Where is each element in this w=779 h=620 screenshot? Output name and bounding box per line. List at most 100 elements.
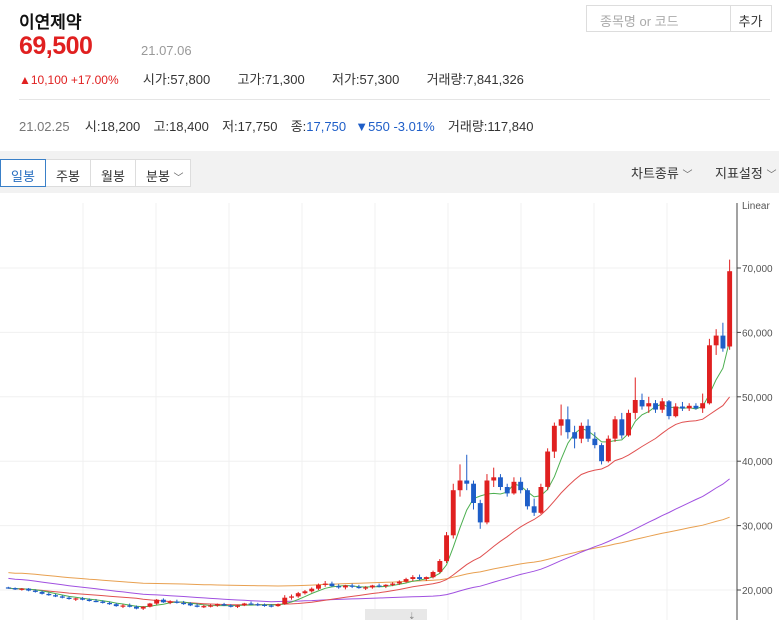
candle-up[interactable] <box>73 598 79 600</box>
candle-down[interactable] <box>221 604 227 606</box>
candle-down[interactable] <box>181 602 187 605</box>
candle-up[interactable] <box>363 587 369 589</box>
candle-up[interactable] <box>491 477 497 481</box>
candle-up[interactable] <box>309 588 315 592</box>
candle-down[interactable] <box>585 425 591 439</box>
candle-up[interactable] <box>444 535 449 562</box>
candle-down[interactable] <box>268 605 274 607</box>
candle-up[interactable] <box>707 345 712 404</box>
candle-down[interactable] <box>336 586 342 588</box>
candle-down[interactable] <box>525 490 530 507</box>
candle-up[interactable] <box>147 603 153 607</box>
candle-up[interactable] <box>282 597 288 605</box>
candle-up[interactable] <box>140 606 146 609</box>
candle-up[interactable] <box>19 588 25 590</box>
candle-down[interactable] <box>174 601 180 603</box>
candle-up[interactable] <box>484 480 490 523</box>
candle-up[interactable] <box>538 487 544 513</box>
candle-up[interactable] <box>686 405 692 409</box>
candle-up[interactable] <box>659 401 665 410</box>
candle-up[interactable] <box>154 599 160 604</box>
candle-down[interactable] <box>599 445 604 462</box>
candle-up[interactable] <box>214 604 220 606</box>
candle-up[interactable] <box>558 419 564 426</box>
candle-down[interactable] <box>477 503 483 523</box>
candle-down[interactable] <box>680 406 685 409</box>
candle-up[interactable] <box>208 605 214 607</box>
candle-down[interactable] <box>46 593 52 596</box>
candle-down[interactable] <box>80 598 85 600</box>
candle-up[interactable] <box>383 584 389 587</box>
candle-down[interactable] <box>127 605 133 607</box>
candle-down[interactable] <box>134 606 139 609</box>
candle-down[interactable] <box>100 601 106 603</box>
candle-up[interactable] <box>646 403 652 407</box>
candle-up[interactable] <box>632 400 638 413</box>
candle-down[interactable] <box>619 419 625 436</box>
candle-down[interactable] <box>464 480 470 484</box>
candle-down[interactable] <box>255 604 261 606</box>
candle-up[interactable] <box>605 438 611 462</box>
candle-down[interactable] <box>471 483 476 503</box>
candle-down[interactable] <box>113 604 119 607</box>
candle-down[interactable] <box>518 481 524 491</box>
candle-up[interactable] <box>545 451 551 487</box>
candle-up[interactable] <box>410 577 416 579</box>
candle-down[interactable] <box>572 432 578 439</box>
scroll-handle[interactable] <box>365 609 427 620</box>
candle-up[interactable] <box>713 335 719 346</box>
tab-daily[interactable]: 일봉 <box>0 159 46 187</box>
candle-down[interactable] <box>86 599 92 601</box>
candle-down[interactable] <box>720 335 726 349</box>
candle-up[interactable] <box>322 583 328 585</box>
chart-type-dropdown[interactable]: 차트종류 ﹀ <box>631 163 692 182</box>
candle-down[interactable] <box>262 604 267 606</box>
candle-down[interactable] <box>498 477 503 487</box>
candle-down[interactable] <box>39 591 45 594</box>
tab-monthly[interactable]: 월봉 <box>90 159 136 187</box>
candle-up[interactable] <box>437 561 443 572</box>
candle-up[interactable] <box>390 583 396 585</box>
candle-down[interactable] <box>592 438 598 446</box>
candle-up[interactable] <box>235 605 240 607</box>
candle-up[interactable] <box>700 403 706 409</box>
candle-down[interactable] <box>376 585 382 587</box>
candle-up[interactable] <box>450 490 456 536</box>
candle-up[interactable] <box>396 581 402 584</box>
candle-up[interactable] <box>626 412 631 436</box>
candle-up[interactable] <box>343 585 348 588</box>
candle-down[interactable] <box>653 403 658 410</box>
candle-down[interactable] <box>5 587 11 589</box>
candle-up[interactable] <box>120 605 126 607</box>
candle-down[interactable] <box>32 590 38 592</box>
candle-up[interactable] <box>369 585 375 588</box>
candle-down[interactable] <box>248 603 254 605</box>
candle-up[interactable] <box>241 603 247 606</box>
tab-minute[interactable]: 분봉 ﹀ <box>135 159 191 187</box>
candle-up[interactable] <box>423 577 429 579</box>
candle-down[interactable] <box>53 595 58 597</box>
candle-down[interactable] <box>66 597 72 599</box>
candlestick-chart[interactable]: Linear 20,000 30,000 40,000 50,000 60,000 70,… <box>0 193 779 620</box>
candle-up[interactable] <box>275 604 281 607</box>
add-button[interactable]: 추가 <box>730 5 772 32</box>
candle-down[interactable] <box>693 405 699 409</box>
candle-down[interactable] <box>329 583 335 587</box>
candle-up[interactable] <box>551 425 557 452</box>
candle-up[interactable] <box>403 579 409 582</box>
candle-down[interactable] <box>107 602 112 605</box>
candle-down[interactable] <box>666 401 672 417</box>
candle-down[interactable] <box>228 605 234 607</box>
candle-down[interactable] <box>187 603 193 606</box>
candle-up[interactable] <box>673 406 679 417</box>
candle-up[interactable] <box>167 601 173 603</box>
candle-up[interactable] <box>295 593 301 597</box>
candle-down[interactable] <box>504 487 510 494</box>
candle-up[interactable] <box>727 271 733 347</box>
candle-up[interactable] <box>302 591 308 594</box>
candle-up[interactable] <box>612 419 618 439</box>
stock-search-input[interactable]: 종목명 or 코드 <box>586 5 731 32</box>
candle-down[interactable] <box>639 400 645 407</box>
candle-down[interactable] <box>356 586 362 589</box>
candle-up[interactable] <box>201 606 207 608</box>
